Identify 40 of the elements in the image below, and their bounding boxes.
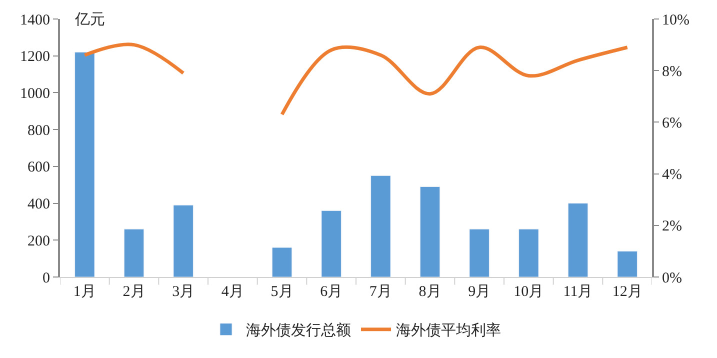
x-tick-label: 1月 [73, 284, 96, 300]
x-tick-label: 4月 [221, 284, 244, 300]
y-tick-label: 1000 [20, 86, 50, 102]
y2-tick-label: 0% [662, 270, 682, 286]
bar [272, 247, 292, 277]
x-tick-label: 9月 [468, 284, 491, 300]
y-tick-label: 800 [28, 122, 50, 139]
x-tick-label: 11月 [563, 284, 593, 300]
bar [74, 52, 95, 277]
y2-tick-label: 10% [662, 12, 690, 28]
legend-label: 海外债平均利率 [396, 322, 501, 340]
x-tick-label: 8月 [418, 284, 442, 300]
y-tick-label: 200 [28, 233, 50, 250]
x-tick-label: 2月 [122, 284, 146, 300]
bar [370, 175, 391, 277]
bar [173, 204, 194, 277]
y-tick-label: 1400 [20, 12, 50, 28]
x-tick-label: 6月 [320, 284, 343, 300]
y2-tick-label: 2% [662, 218, 682, 235]
x-tick-label: 3月 [172, 284, 195, 300]
bar [321, 210, 342, 277]
y2-tick-label: 8% [662, 64, 682, 80]
bar [124, 228, 144, 277]
y-axis-title: 亿元 [74, 10, 105, 28]
x-tick-label: 10月 [514, 284, 544, 300]
x-tick-label: 7月 [369, 284, 392, 300]
y-tick-label: 1200 [20, 49, 50, 66]
bar [420, 186, 440, 277]
x-tick-label: 5月 [270, 284, 294, 300]
bar [469, 228, 490, 277]
y2-tick-label: 4% [662, 167, 682, 184]
bar [568, 203, 588, 277]
legend-label: 海外债发行总额 [246, 322, 351, 340]
y-tick-label: 600 [28, 160, 50, 176]
bar [518, 228, 539, 277]
x-tick-label: 12月 [612, 284, 642, 300]
y-tick-label: 0 [42, 270, 50, 286]
y2-tick-label: 6% [662, 115, 682, 132]
y-tick-label: 400 [28, 196, 50, 213]
bar [617, 250, 638, 277]
